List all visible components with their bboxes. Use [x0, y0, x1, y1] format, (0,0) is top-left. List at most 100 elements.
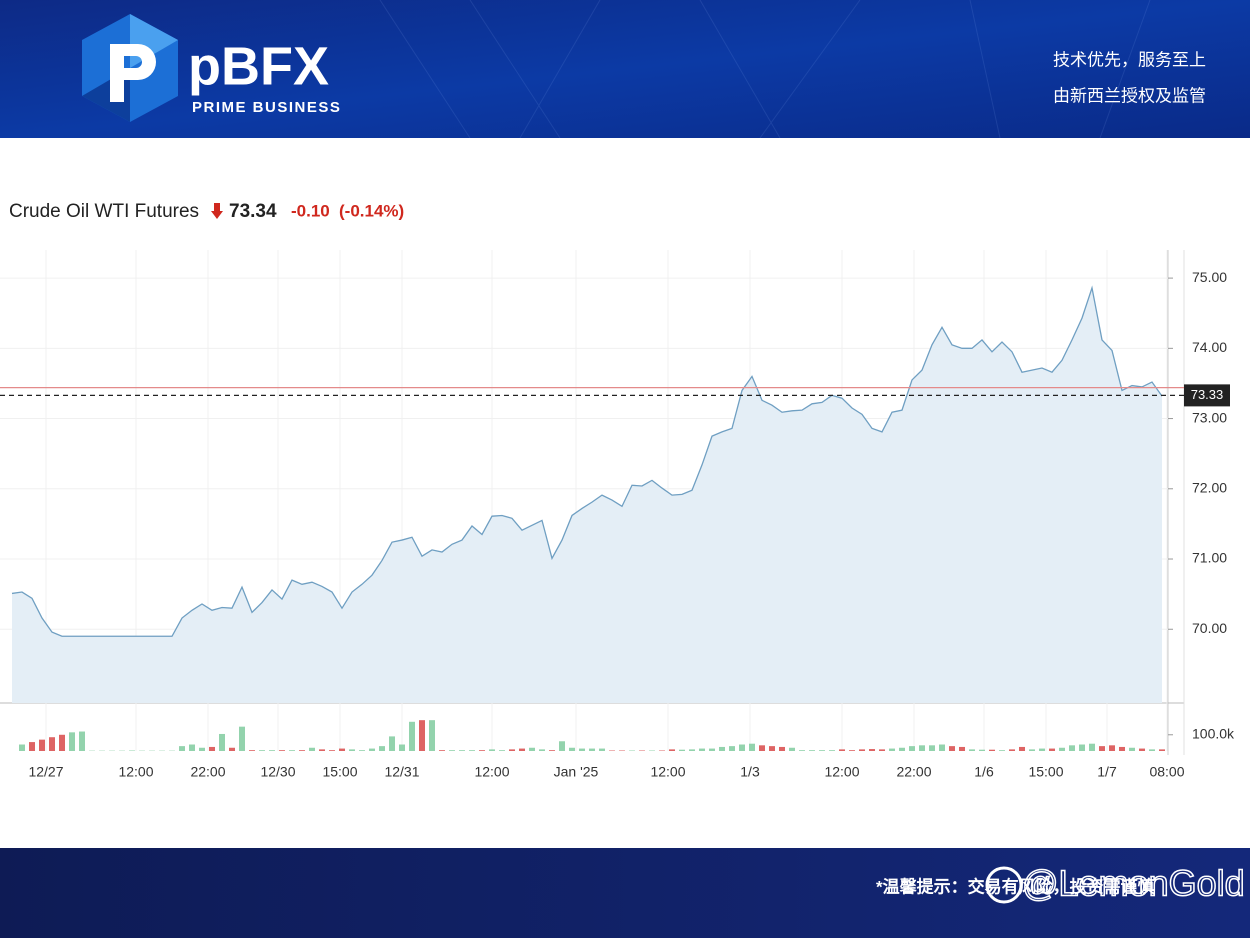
- volume-bar: [199, 748, 205, 751]
- volume-bar: [769, 746, 775, 751]
- volume-bar: [859, 749, 865, 751]
- volume-bar: [979, 750, 985, 751]
- volume-bar: [799, 750, 805, 751]
- x-tick-label: 1/7: [1097, 764, 1117, 780]
- volume-bar: [749, 744, 755, 751]
- x-tick-label: 12/30: [260, 764, 295, 780]
- volume-bar: [1129, 748, 1135, 751]
- volume-bar: [869, 749, 875, 751]
- volume-bar: [899, 748, 905, 751]
- volume-bar: [679, 750, 685, 751]
- volume-bar: [379, 746, 385, 751]
- chart-title: Crude Oil WTI Futures: [9, 201, 199, 222]
- volume-bar: [289, 750, 295, 751]
- volume-bar: [509, 749, 515, 751]
- volume-bar: [599, 749, 605, 751]
- x-tick-label: 1/3: [740, 764, 760, 780]
- slogan: 由新西兰授权及监管: [1053, 86, 1206, 105]
- x-tick-label: 12/31: [384, 764, 419, 780]
- volume-bar: [59, 735, 65, 751]
- volume-bar: [319, 749, 325, 751]
- volume-bar: [789, 748, 795, 751]
- volume-bar: [809, 750, 815, 751]
- volume-bar: [999, 750, 1005, 751]
- volume-bar: [909, 746, 915, 751]
- volume-bar: [189, 745, 195, 751]
- volume-bar: [1109, 745, 1115, 751]
- volume-bar: [969, 749, 975, 751]
- volume-bar: [449, 750, 455, 751]
- volume-bar: [479, 750, 485, 751]
- volume-bar: [349, 749, 355, 751]
- brand: pBFX: [188, 36, 329, 96]
- volume-bar: [1029, 749, 1035, 751]
- volume-bar: [739, 745, 745, 751]
- volume-bar: [299, 750, 305, 751]
- volume-bar: [689, 749, 695, 751]
- volume-bar: [1039, 749, 1045, 751]
- y-tick-label: 72.00: [1192, 479, 1227, 495]
- volume-bar: [779, 747, 785, 751]
- change: -0.10: [291, 201, 330, 220]
- volume-bar: [879, 749, 885, 751]
- volume-bar: [499, 750, 505, 751]
- change-percent: (-0.14%): [339, 201, 404, 220]
- volume-bar: [229, 748, 235, 751]
- x-tick-label: 12/27: [28, 764, 63, 780]
- volume-bar: [329, 750, 335, 751]
- y-tick-label: 71.00: [1192, 550, 1227, 566]
- y-tick-label: 70.00: [1192, 620, 1227, 636]
- volume-bar: [309, 748, 315, 751]
- volume-bar: [369, 749, 375, 751]
- tagline: PRIME BUSINESS: [192, 99, 341, 116]
- volume-bar: [559, 741, 565, 751]
- x-tick-label: 1/6: [974, 764, 994, 780]
- x-tick-label: 12:00: [650, 764, 685, 780]
- volume-bar: [1069, 745, 1075, 751]
- volume-bar: [549, 750, 555, 751]
- volume-bar: [829, 750, 835, 751]
- y-tick-label: 73.00: [1192, 409, 1227, 425]
- volume-bar: [1159, 749, 1165, 751]
- volume-bar: [339, 749, 345, 751]
- volume-bar: [1079, 745, 1085, 751]
- volume-bar: [519, 749, 525, 751]
- volume-bar: [1149, 749, 1155, 751]
- volume-bar: [539, 749, 545, 751]
- volume-bar: [569, 748, 575, 751]
- volume-bar: [1019, 747, 1025, 751]
- x-tick-label: 22:00: [190, 764, 225, 780]
- x-tick-label: 08:00: [1149, 764, 1184, 780]
- x-tick-label: 12:00: [824, 764, 859, 780]
- x-tick-label: 22:00: [896, 764, 931, 780]
- volume-bar: [699, 749, 705, 751]
- volume-bar: [219, 734, 225, 751]
- volume-bar: [409, 722, 415, 751]
- x-tick-label: 15:00: [1028, 764, 1063, 780]
- volume-bar: [69, 732, 75, 751]
- volume-bar: [29, 742, 35, 751]
- volume-bar: [209, 747, 215, 751]
- volume-bar: [579, 749, 585, 751]
- volume-bar: [759, 745, 765, 751]
- volume-bar: [269, 750, 275, 751]
- volume-bar: [949, 746, 955, 751]
- volume-bar: [1139, 749, 1145, 751]
- volume-bar: [389, 736, 395, 751]
- x-tick-label: 12:00: [118, 764, 153, 780]
- volume-bar: [989, 750, 995, 751]
- slogan: 技术优先，服务至上: [1053, 50, 1206, 69]
- volume-bar: [249, 750, 255, 751]
- volume-bar: [709, 749, 715, 751]
- volume-bar: [1059, 748, 1065, 751]
- volume-bar: [889, 749, 895, 751]
- volume-bar: [1099, 746, 1105, 751]
- volume-bar: [79, 732, 85, 751]
- volume-bar: [719, 747, 725, 751]
- price: 73.34: [229, 201, 277, 222]
- volume-bar: [439, 750, 445, 751]
- volume-bar: [529, 748, 535, 751]
- volume-bar: [179, 746, 185, 751]
